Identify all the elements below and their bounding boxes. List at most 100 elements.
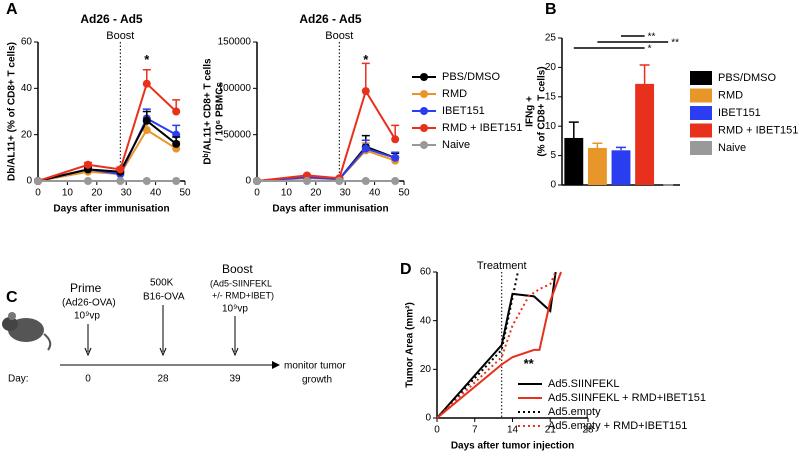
data-point bbox=[142, 79, 151, 88]
y-tick-label: 150000 bbox=[218, 37, 252, 48]
data-point bbox=[361, 144, 370, 153]
error-bar bbox=[592, 142, 603, 148]
chart-title: Ad26 - Ad5 bbox=[80, 12, 143, 26]
data-point bbox=[335, 177, 344, 185]
legend-marker bbox=[420, 73, 428, 81]
y-tick-label: 0 bbox=[26, 176, 32, 187]
timeline-text: B16-OVA bbox=[143, 292, 185, 303]
marker-label: Treatment bbox=[477, 260, 527, 272]
legend-marker bbox=[420, 107, 428, 115]
data-point bbox=[302, 171, 311, 180]
legend-label: RMD + IBET151 bbox=[718, 124, 798, 136]
y-tick-label: 0 bbox=[550, 180, 556, 191]
y-axis-label: IFNg + bbox=[525, 96, 536, 127]
legend-label: Ad5.empty bbox=[548, 406, 601, 418]
x-tick-label: 40 bbox=[369, 188, 381, 199]
x-tick-label: 7 bbox=[472, 425, 478, 436]
error-bar bbox=[639, 64, 650, 84]
data-point bbox=[142, 126, 151, 135]
annotation: * bbox=[363, 52, 369, 67]
legend-label: Ad5.SIINFEKL + RMD+IBET151 bbox=[548, 392, 706, 404]
data-point bbox=[172, 139, 181, 148]
legend-label: PBS/DMSO bbox=[718, 72, 777, 84]
legend-marker bbox=[420, 90, 428, 98]
chart-title: Ad26 - Ad5 bbox=[299, 12, 362, 26]
legend-marker bbox=[420, 141, 428, 149]
legend-label: Naive bbox=[718, 142, 746, 154]
significance-label: ** bbox=[671, 38, 679, 49]
timeline-text: 10⁹vp bbox=[222, 304, 248, 315]
data-point bbox=[172, 107, 181, 116]
y-tick-label: 25 bbox=[545, 33, 557, 44]
y-tick-label: 0 bbox=[425, 413, 431, 424]
data-point bbox=[142, 177, 151, 185]
legend-swatch bbox=[690, 106, 712, 120]
data-point bbox=[142, 116, 151, 125]
error-bar bbox=[616, 146, 626, 151]
x-tick-label: 0 bbox=[35, 188, 41, 199]
legend-marker bbox=[420, 124, 428, 132]
annotation: * bbox=[144, 52, 150, 67]
y-axis-label: / 10⁶ PBMCs bbox=[215, 82, 226, 142]
x-tick-label: 20 bbox=[310, 188, 322, 199]
timeline-text: 500K bbox=[150, 278, 174, 289]
data-point bbox=[83, 177, 92, 185]
legend-label: RMD + IBET151 bbox=[442, 122, 522, 134]
y-tick-label: 40 bbox=[21, 83, 33, 94]
y-tick-label: 20 bbox=[420, 364, 432, 375]
data-point bbox=[172, 177, 181, 185]
x-axis-label: Days after immunisation bbox=[53, 204, 169, 215]
x-tick-label: 30 bbox=[340, 188, 352, 199]
legend-swatch bbox=[690, 71, 712, 85]
timeline-day: 0 bbox=[85, 374, 91, 385]
panel-label: C bbox=[6, 289, 18, 306]
x-tick-label: 30 bbox=[121, 188, 133, 199]
x-tick-label: 0 bbox=[254, 188, 260, 199]
y-tick-label: 20 bbox=[21, 129, 33, 140]
timeline-text: Prime bbox=[70, 281, 102, 295]
panel-label: A bbox=[6, 1, 18, 18]
x-tick-label: 14 bbox=[507, 425, 519, 436]
y-tick-label: 5 bbox=[550, 150, 556, 161]
data-point bbox=[361, 177, 370, 185]
data-point bbox=[302, 177, 311, 185]
x-tick-label: 50 bbox=[398, 188, 410, 199]
legend-swatch bbox=[690, 141, 712, 155]
marker-label: Boost bbox=[106, 30, 134, 42]
data-point bbox=[34, 177, 42, 185]
series-line bbox=[436, 271, 519, 419]
data-point bbox=[253, 177, 261, 185]
x-tick-label: 0 bbox=[434, 425, 440, 436]
timeline-day: 39 bbox=[229, 374, 241, 385]
bar bbox=[611, 150, 631, 185]
timeline-text: Boost bbox=[222, 262, 253, 276]
series-line bbox=[436, 271, 557, 419]
series-line bbox=[256, 88, 397, 182]
x-tick-label: 21 bbox=[545, 425, 557, 436]
legend-label: Naive bbox=[442, 139, 470, 151]
mouse-icon bbox=[2, 312, 52, 351]
annotation: ** bbox=[524, 356, 535, 371]
panel-label: D bbox=[400, 261, 412, 278]
y-axis-label: Db/AL11+ (% of CD8+ T cells) bbox=[7, 42, 18, 181]
y-tick-label: 100000 bbox=[218, 83, 252, 94]
x-tick-label: 20 bbox=[91, 188, 103, 199]
y-tick-label: 10 bbox=[545, 121, 557, 132]
y-axis-label: Tumor Area (mm²) bbox=[405, 302, 416, 388]
significance-label: * bbox=[648, 44, 652, 55]
error-bar bbox=[568, 121, 579, 138]
x-tick-label: 40 bbox=[150, 188, 162, 199]
timeline-text: Day: bbox=[8, 374, 29, 385]
data-point bbox=[391, 135, 400, 144]
timeline-day: 28 bbox=[157, 374, 169, 385]
y-tick-label: 0 bbox=[245, 176, 251, 187]
y-tick-label: 40 bbox=[420, 315, 432, 326]
legend-label: RMD bbox=[442, 88, 467, 100]
legend-label: Ad5.SIINFEKL bbox=[548, 378, 620, 390]
y-tick-label: 15 bbox=[545, 91, 557, 102]
legend-swatch bbox=[690, 123, 712, 138]
y-tick-label: 60 bbox=[21, 37, 33, 48]
x-tick-label: 10 bbox=[62, 188, 74, 199]
y-axis-label: Dᵇ/AL11+ CD8+ T cells bbox=[203, 58, 214, 165]
